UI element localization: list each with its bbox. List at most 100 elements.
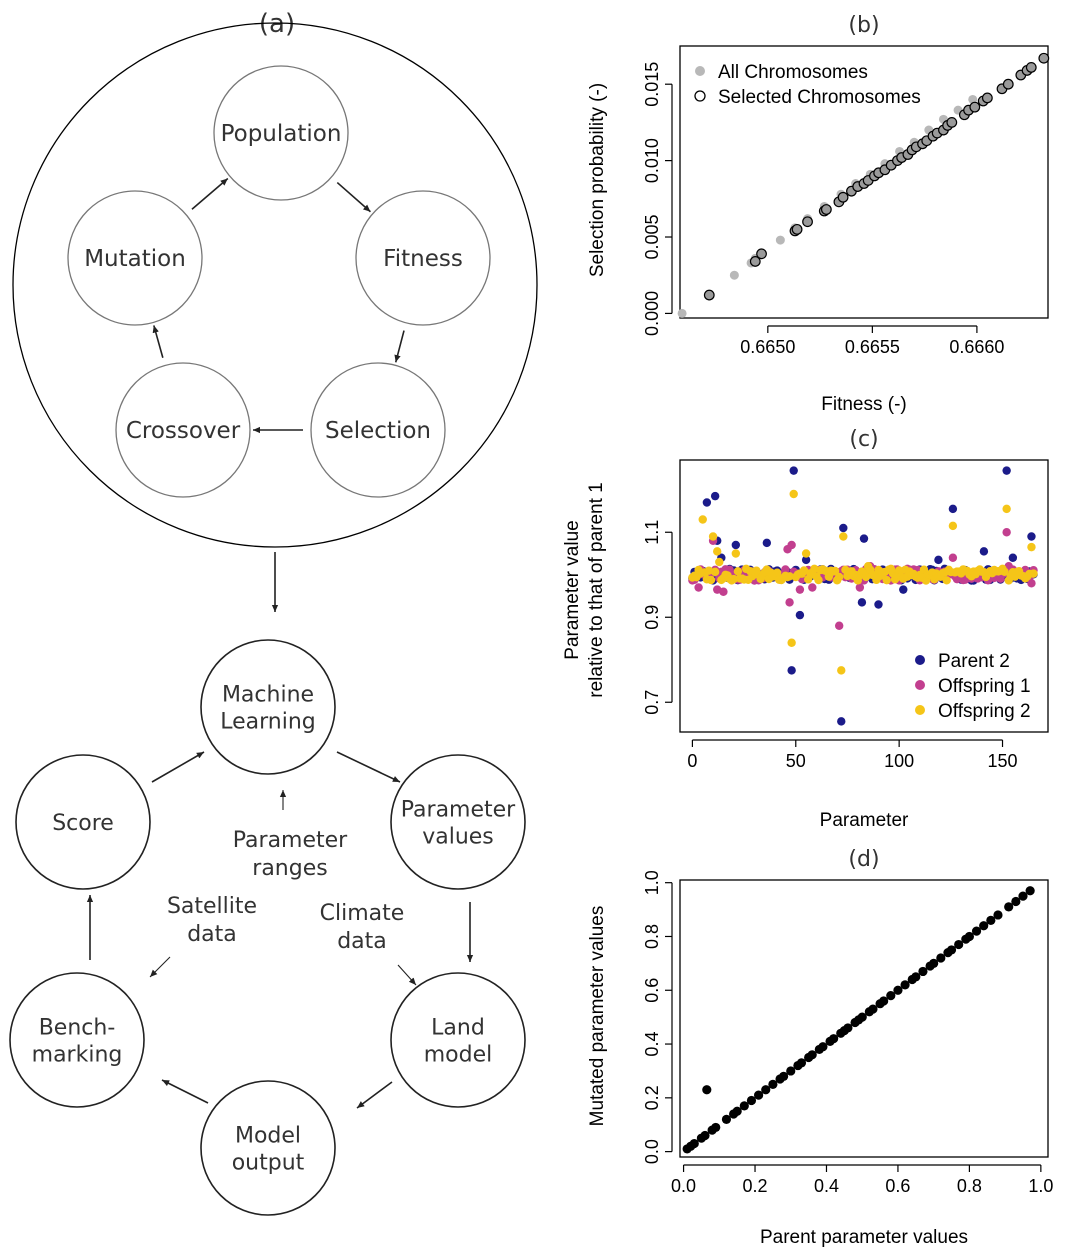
chart-c-point-offspring-2 (785, 572, 794, 581)
chart-d-point (754, 1090, 764, 1100)
ga-node-fitness: Fitness (355, 190, 491, 326)
chart-c-x-tick-label: 100 (884, 751, 914, 771)
chart-b-point-selected-chromosome (802, 216, 813, 228)
chart-c-point-offspring-2 (729, 574, 738, 584)
chart-c-point-offspring-2 (708, 532, 718, 541)
chart-c-point-parent-2 (1008, 553, 1018, 562)
chart-c-point-offspring-1 (948, 553, 958, 562)
chart-b-x-tick-label: 0.6650 (740, 337, 795, 357)
chart-c-point-offspring-1 (1027, 579, 1036, 588)
ga-arrow-mutation-to-population (191, 177, 229, 210)
chart-c: (c) 0 50 100 150 0.7 0.9 1.1 Parameter Paramet… (562, 427, 1049, 831)
chart-b-point-all-chromosomes (729, 270, 739, 280)
ga-node-population: Population (213, 65, 349, 201)
chart-d-x-tick-label: 1.0 (1028, 1176, 1053, 1196)
workflow-node-label: Land (431, 1016, 485, 1041)
legend-marker-offspring-2 (915, 705, 925, 715)
chart-d-point (746, 1095, 757, 1106)
chart-b-point-selected-chromosome (749, 256, 761, 267)
ga-node-label: Fitness (383, 246, 463, 272)
chart-b-point-all-chromosomes (677, 308, 687, 318)
ga-arrow-population-to-fitness (336, 181, 371, 213)
chart-d-point (721, 1114, 732, 1124)
chart-d-point (993, 910, 1003, 920)
chart-b-x-tick-label: 0.6655 (845, 337, 900, 357)
chart-d-point (868, 1004, 878, 1014)
ga-node-label: Crossover (126, 418, 241, 444)
chart-c-point-offspring-2 (814, 575, 823, 585)
chart-d-point (986, 915, 996, 925)
chart-c-point-offspring-2 (710, 567, 720, 577)
chart-c-legend: Parent 2 Offspring 1 Offspring 2 (915, 651, 1031, 722)
chart-c-point-parent-2 (1027, 532, 1036, 541)
chart-d-point (893, 985, 903, 995)
chart-c-xlabel: Parameter (820, 810, 909, 831)
chart-c-point-offspring-2 (713, 547, 722, 556)
workflow-node-label: Learning (220, 710, 316, 735)
chart-d-y-tick-label: 0.2 (642, 1085, 662, 1110)
chart-d-point (711, 1122, 721, 1133)
chart-c-point-offspring-1 (808, 583, 817, 592)
legend-marker-offspring-1 (915, 680, 925, 690)
chart-b-point-selected-chromosome (1002, 78, 1014, 90)
chart-d-point (1004, 902, 1014, 912)
chart-c-point-offspring-1 (719, 587, 728, 596)
chart-b-y-tick-label: 0.015 (642, 62, 662, 107)
chart-b-point-selected-chromosome (837, 191, 849, 203)
legend-label-offspring-2: Offspring 2 (938, 701, 1031, 722)
workflow-node-label: Parameter (401, 798, 516, 823)
chart-c-point-parent-2 (874, 600, 883, 609)
chart-d-point (732, 1106, 742, 1116)
chart-c-point-offspring-1 (795, 585, 805, 594)
chart-d-point (786, 1066, 796, 1076)
ga-arrow-fitness-to-selection (394, 330, 405, 363)
chart-d-x-tick-label: 0.8 (957, 1176, 982, 1196)
chart-c-point-offspring-2 (698, 515, 707, 524)
ga-node-label: Mutation (84, 246, 186, 272)
chart-c-point-parent-2 (702, 498, 712, 507)
chart-b: (b) 0.6650 0.6655 0.6660 0.000 0.005 0.010 0.0… (587, 13, 1050, 415)
chart-b-point-selected-chromosome (946, 117, 958, 128)
chart-d-point (936, 953, 946, 963)
chart-b-point-all-chromosomes (775, 235, 785, 245)
chart-c-y-tick-label: 0.7 (642, 690, 662, 715)
chart-d-point-outlier (702, 1085, 712, 1095)
chart-c-point-offspring-2 (1000, 567, 1009, 576)
chart-d-y-tick-label: 1.0 (642, 870, 662, 895)
chart-d-x-tick-label: 0.2 (743, 1176, 768, 1196)
chart-d-point (886, 991, 896, 1001)
chart-d-point (843, 1023, 853, 1033)
chart-c-point-offspring-2 (787, 638, 796, 647)
chart-d-point (689, 1138, 699, 1149)
chart-b-point-selected-chromosome (1038, 52, 1050, 64)
chart-b-y-tick-label: 0.005 (642, 214, 662, 259)
chart-b-ylabel: Selection probability (-) (587, 83, 608, 277)
chart-c-point-offspring-2 (801, 549, 811, 558)
chart-b-y-tick-label: 0.010 (642, 138, 662, 183)
chart-d: (d) 0.0 0.2 0.4 0.6 0.8 1.0 0.0 0.2 0.4 0.6 0.8 1.0… (587, 847, 1053, 1248)
ga-node-label: Selection (325, 418, 431, 444)
chart-c-point-offspring-2 (834, 572, 844, 582)
chart-d-point (796, 1058, 807, 1068)
chart-b-point-selected-chromosome (791, 223, 803, 235)
chart-c-point-offspring-1 (1002, 528, 1011, 537)
chart-d-point (900, 980, 910, 990)
chart-d-plot-frame (679, 879, 1049, 1158)
chart-d-x-tick-label: 0.0 (671, 1176, 696, 1196)
ga-node-crossover: Crossover (115, 362, 251, 498)
workflow-arrow-ml-to-params (336, 751, 401, 783)
chart-d-point (1011, 896, 1021, 907)
chart-c-point-offspring-1 (785, 598, 794, 607)
chart-c-point-offspring-1 (787, 540, 796, 550)
chart-d-y-tick-label: 0.8 (642, 924, 662, 949)
workflow-node-circle (200, 1080, 336, 1216)
chart-c-x-tick-label: 0 (687, 751, 697, 771)
chart-c-point-offspring-2 (789, 489, 798, 499)
chart-c-point-parent-2 (979, 547, 989, 556)
chart-b-point-selected-chromosome (756, 248, 767, 260)
chart-b-point-selected-chromosome (820, 204, 832, 215)
chart-d-y-tick-label: 0.6 (642, 978, 662, 1003)
workflow-input-satellite: Satellite data (149, 894, 257, 978)
chart-c-point-offspring-2 (839, 532, 848, 541)
chart-c-title: (c) (849, 427, 878, 452)
